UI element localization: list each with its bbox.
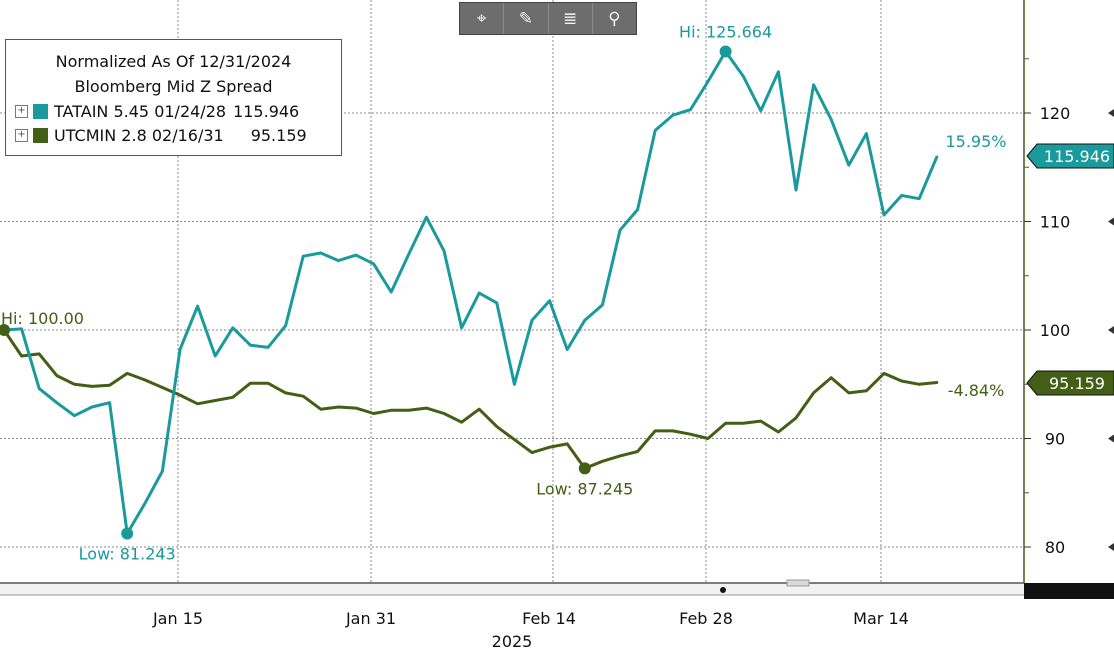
low-marker <box>578 462 591 475</box>
x-tick-label: Feb 14 <box>522 609 576 628</box>
x-tick-label: Jan 31 <box>345 609 396 628</box>
y-tick-arrow-icon <box>1108 217 1114 226</box>
legend-title: Normalized As Of 12/31/2024 Bloomberg Mi… <box>6 49 341 99</box>
legend-value-tatain: 115.946 <box>233 101 300 121</box>
high-marker <box>719 45 732 58</box>
high-label: Hi: 125.664 <box>679 23 772 42</box>
table-list-icon: ≣ <box>563 8 578 29</box>
y-tick-arrow-icon <box>1108 109 1114 117</box>
navigator-value-box <box>1024 583 1114 599</box>
chart-toolbar: ⌖ ✎ ≣ ⚲ <box>459 2 637 35</box>
legend-row-utcmin[interactable]: + UTCMIN 2.8 02/16/31 95.159 <box>6 123 341 147</box>
x-tick-label: Feb 28 <box>679 609 733 628</box>
legend-value-utcmin: 95.159 <box>250 125 307 145</box>
last-value-badge <box>1026 143 1114 169</box>
expand-icon[interactable]: + <box>15 104 28 118</box>
x-year-label: 2025 <box>492 632 533 649</box>
zoom-magnifier-icon: ⚲ <box>608 8 621 29</box>
last-value-text: 95.159 <box>1049 374 1105 393</box>
chart-legend: Normalized As Of 12/31/2024 Bloomberg Mi… <box>5 39 342 156</box>
high-label: Hi: 100.00 <box>1 309 84 328</box>
table-button[interactable]: ≣ <box>549 3 593 34</box>
legend-title-line1: Normalized As Of 12/31/2024 <box>55 52 292 71</box>
y-tick-label: 110 <box>1040 213 1071 232</box>
legend-title-line2: Bloomberg Mid Z Spread <box>74 77 273 96</box>
y-tick-label: 120 <box>1040 104 1071 123</box>
navigator-marker-icon <box>720 587 726 593</box>
legend-row-tatain[interactable]: + TATAIN 5.45 01/24/28 115.946 <box>6 99 341 123</box>
low-label: Low: 87.245 <box>536 479 633 498</box>
series-change-label: 15.95% <box>945 132 1006 151</box>
draw-pen-icon: ✎ <box>518 8 533 29</box>
zoom-button[interactable]: ⚲ <box>593 3 636 34</box>
y-tick-arrow-icon <box>1108 543 1114 551</box>
draw-button[interactable]: ✎ <box>504 3 549 34</box>
series-change-label: -4.84% <box>948 381 1005 400</box>
x-tick-label: Jan 15 <box>152 609 203 628</box>
legend-swatch-tatain <box>33 103 48 119</box>
range-navigator <box>0 583 1024 595</box>
navigator-grip-icon <box>786 579 810 587</box>
series-line-utcmin <box>2 328 939 470</box>
crosshair-button[interactable]: ⌖ <box>460 3 505 34</box>
y-tick-arrow-icon <box>1108 434 1114 443</box>
legend-swatch-utcmin <box>33 127 48 143</box>
legend-label-tatain: TATAIN 5.45 01/24/28 <box>54 101 227 121</box>
low-label: Low: 81.243 <box>79 545 176 564</box>
last-value-text: 115.946 <box>1044 147 1110 166</box>
legend-label-utcmin: UTCMIN 2.8 02/16/31 <box>54 125 224 145</box>
y-tick-label: 90 <box>1045 430 1065 449</box>
y-tick-label: 100 <box>1040 321 1071 340</box>
last-value-badge <box>1026 370 1114 396</box>
high-marker <box>0 324 10 336</box>
series-line-tatain <box>2 50 939 535</box>
y-tick-arrow-icon <box>1108 326 1114 334</box>
x-tick-label: Mar 14 <box>853 609 909 628</box>
low-marker <box>121 527 134 540</box>
expand-icon[interactable]: + <box>15 128 28 142</box>
y-tick-label: 80 <box>1045 538 1065 557</box>
crosshair-icon: ⌖ <box>476 8 487 29</box>
